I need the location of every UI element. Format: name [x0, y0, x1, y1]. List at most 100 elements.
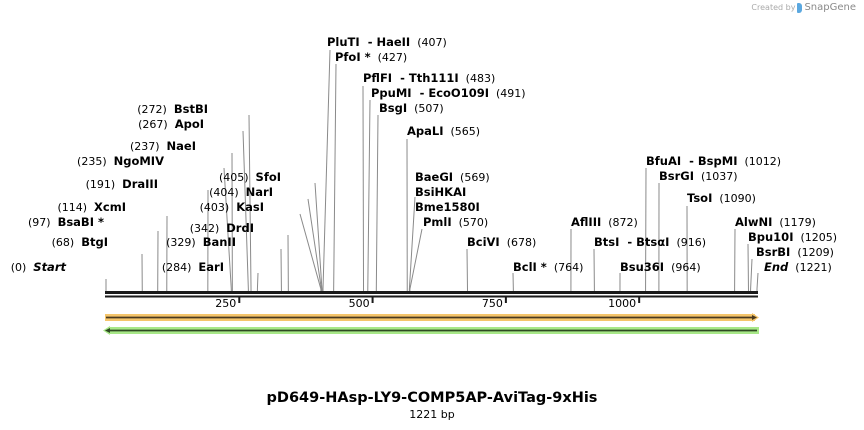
restriction-site-label[interactable]: BsiHKAI — [415, 185, 466, 199]
cut-position: (1209) — [790, 246, 834, 259]
cut-position: (916) — [669, 236, 706, 249]
restriction-site-label[interactable]: (68) BtgI — [52, 235, 108, 249]
restriction-site-label[interactable]: (342) DrdI — [190, 221, 254, 235]
enzyme-name: XcmI — [94, 200, 126, 214]
cut-position: (97) — [28, 216, 58, 229]
cut-position: (427) — [371, 51, 408, 64]
enzyme-name: BsgI — [379, 101, 407, 115]
reverse-feature-arrow[interactable] — [103, 326, 759, 335]
cut-position: (114) — [57, 201, 94, 214]
site-leader-line — [307, 198, 322, 291]
enzyme-name: BtgI — [81, 235, 108, 249]
restriction-site-label[interactable]: (272) BstBI — [137, 102, 208, 116]
restriction-site-label[interactable]: (235) NgoMIV — [77, 154, 164, 168]
enzyme-name: AlwNI — [735, 215, 772, 229]
restriction-site-label[interactable]: TsoI (1090) — [687, 191, 756, 205]
cut-position: (570) — [452, 216, 489, 229]
site-leader-line — [367, 99, 371, 291]
forward-feature-arrow[interactable] — [105, 313, 759, 322]
restriction-site-label[interactable]: BclI * (764) — [513, 260, 583, 274]
site-leader-line — [362, 85, 365, 291]
sequence-backbone — [105, 291, 758, 298]
enzyme-name: PluTI - HaeII — [327, 35, 410, 49]
cut-position: (1205) — [793, 231, 837, 244]
site-leader-line — [242, 130, 249, 291]
restriction-site-label[interactable]: (405) SfoI — [219, 170, 281, 184]
restriction-site-label[interactable]: (403) KasI — [200, 200, 264, 214]
site-leader-line — [750, 258, 753, 291]
restriction-site-label[interactable]: Bsu36I (964) — [620, 260, 701, 274]
enzyme-name: BtsI - BtsαI — [594, 235, 669, 249]
enzyme-name: DrdI — [226, 221, 254, 235]
restriction-site-label[interactable]: PluTI - HaeII (407) — [327, 35, 447, 49]
enzyme-name: BaeGI — [415, 170, 453, 184]
restriction-site-label[interactable]: Bme1580I — [415, 200, 480, 214]
restriction-site-label[interactable]: PflFI - Tth111I (483) — [363, 71, 495, 85]
site-leader-line — [299, 213, 322, 291]
ruler-tick-label: 250 — [215, 297, 236, 310]
restriction-site-label[interactable]: (191) DraIII — [86, 177, 158, 191]
cut-position: (1012) — [737, 155, 781, 168]
enzyme-name: End — [764, 260, 789, 274]
enzyme-name: BclI * — [513, 260, 547, 274]
restriction-site-label[interactable]: (284) EarI — [162, 260, 224, 274]
enzyme-name: NarI — [246, 185, 273, 199]
enzyme-name: NgoMIV — [114, 154, 164, 168]
enzyme-name: DraIII — [122, 177, 158, 191]
restriction-site-label[interactable]: PpuMI - EcoO109I (491) — [371, 86, 526, 100]
cut-position: (565) — [444, 125, 481, 138]
cut-position: (329) — [166, 236, 203, 249]
cut-position: (678) — [500, 236, 537, 249]
enzyme-name: EarI — [198, 260, 224, 274]
enzyme-name: BsaBI * — [58, 215, 104, 229]
enzyme-name: PpuMI - EcoO109I — [371, 86, 489, 100]
enzyme-name: NaeI — [167, 139, 196, 153]
restriction-site-label[interactable]: Bpu10I (1205) — [748, 230, 837, 244]
restriction-site-label[interactable]: BsrGI (1037) — [659, 169, 738, 183]
restriction-site-label[interactable]: (237) NaeI — [130, 139, 196, 153]
ruler-ticks: 250 500 750 1000 — [215, 297, 641, 310]
restriction-site-label[interactable]: (97) BsaBI * — [28, 215, 104, 229]
cut-position: (491) — [489, 87, 526, 100]
restriction-site-label[interactable]: End (1221) — [764, 260, 832, 274]
site-leader-line — [408, 196, 416, 291]
cut-position: (483) — [459, 72, 496, 85]
restriction-site-label[interactable]: (267) ApoI — [138, 117, 204, 131]
restriction-site-label[interactable]: PmlI (570) — [423, 215, 488, 229]
cut-position: (1090) — [712, 192, 756, 205]
ruler-tick-label: 750 — [482, 297, 503, 310]
restriction-site-label[interactable]: (404) NarI — [209, 185, 273, 199]
restriction-site-label[interactable]: PfoI * (427) — [335, 50, 407, 64]
site-labels: (0) Start (68) BtgI (97) BsaBI *(114) XcmI… — [11, 35, 837, 274]
enzyme-name: Start — [33, 260, 66, 274]
restriction-site-label[interactable]: BciVI (678) — [467, 235, 536, 249]
enzyme-name: BsiHKAI — [415, 185, 466, 199]
restriction-site-label[interactable]: (0) Start — [11, 260, 67, 274]
restriction-site-label[interactable]: BfuAI - BspMI (1012) — [646, 154, 781, 168]
snapgene-logo-icon — [797, 2, 803, 13]
restriction-site-label[interactable]: (114) XcmI — [57, 200, 126, 214]
cut-position: (342) — [190, 222, 227, 235]
enzyme-name: PmlI — [423, 215, 452, 229]
restriction-site-label[interactable]: (329) BanII — [166, 235, 236, 249]
cut-position: (405) — [219, 171, 256, 184]
restriction-site-label[interactable]: ApaLI (565) — [407, 124, 480, 138]
restriction-site-label[interactable]: BsgI (507) — [379, 101, 444, 115]
site-leader-lines — [105, 49, 759, 291]
cut-position: (237) — [130, 140, 167, 153]
enzyme-name: BsrGI — [659, 169, 694, 183]
enzyme-name: PflFI - Tth111I — [363, 71, 459, 85]
restriction-site-label[interactable]: AflIII (872) — [571, 215, 638, 229]
enzyme-name: BanII — [203, 235, 236, 249]
restriction-site-label[interactable]: BaeGI (569) — [415, 170, 490, 184]
enzyme-name: BfuAI - BspMI — [646, 154, 737, 168]
enzyme-name: Bme1580I — [415, 200, 480, 214]
site-leader-line — [256, 272, 259, 291]
restriction-site-label[interactable]: AlwNI (1179) — [735, 215, 816, 229]
ruler-tick — [238, 297, 241, 303]
ruler-tick — [371, 297, 374, 303]
ruler-tick-label: 1000 — [608, 297, 636, 310]
restriction-site-label[interactable]: BsrBI (1209) — [756, 245, 834, 259]
enzyme-name: Bsu36I — [620, 260, 664, 274]
restriction-site-label[interactable]: BtsI - BtsαI (916) — [594, 235, 706, 249]
